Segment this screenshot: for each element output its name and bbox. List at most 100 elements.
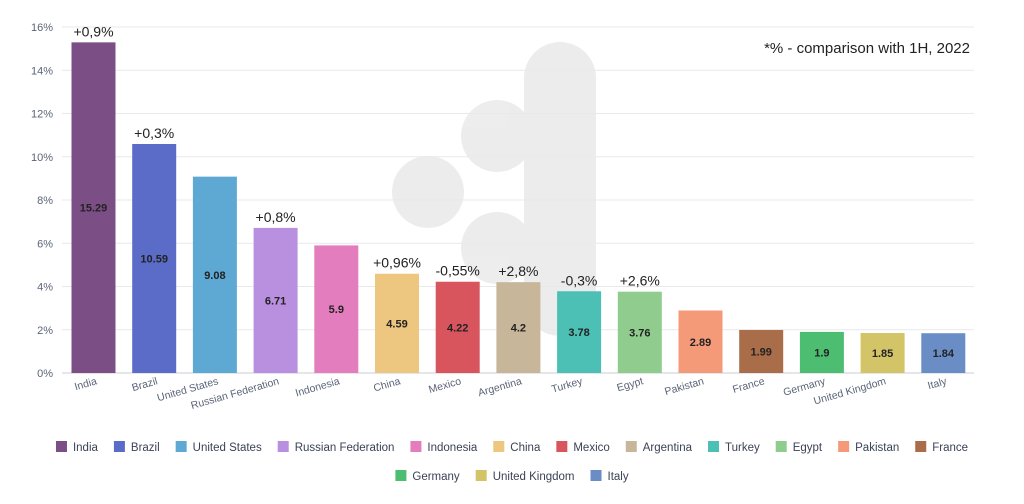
bar xyxy=(617,291,662,373)
bar-value-label: 1.84 xyxy=(933,348,955,360)
legend-item[interactable]: Russian Federation xyxy=(277,441,395,454)
bar-value-label: 1.9 xyxy=(814,347,829,359)
legend-item[interactable]: India xyxy=(55,441,99,454)
legend-swatch xyxy=(55,441,67,452)
legend-swatch xyxy=(475,470,487,481)
bar xyxy=(132,143,177,373)
legend-swatch xyxy=(395,470,407,481)
legend-item[interactable]: Brazil xyxy=(113,441,160,454)
legend-label: Pakistan xyxy=(855,442,899,454)
x-tick-label: Brazil xyxy=(130,375,159,394)
legend-label: India xyxy=(73,442,99,454)
bar-value-label: 10.59 xyxy=(140,253,168,265)
bar xyxy=(71,42,116,373)
x-tick-label: Italy xyxy=(926,375,949,392)
change-label: +0,3% xyxy=(134,125,174,141)
y-tick-label: 8% xyxy=(37,195,53,207)
bar-value-label: 2.89 xyxy=(690,337,711,349)
legend-label: Italy xyxy=(608,471,629,483)
x-tick-label: Egypt xyxy=(616,375,645,394)
change-label: -0,55% xyxy=(436,263,480,279)
legend-swatch xyxy=(838,441,850,452)
legend-label: China xyxy=(510,442,541,454)
legend-swatch xyxy=(410,441,422,452)
legend-swatch xyxy=(708,441,720,452)
legend-item[interactable]: United States xyxy=(175,441,262,454)
bar xyxy=(557,291,602,373)
bar xyxy=(799,331,844,373)
legend-swatch xyxy=(175,441,187,452)
x-tick-label: Turkey xyxy=(550,375,585,395)
bar-value-label: 5.9 xyxy=(329,304,344,316)
y-tick-label: 4% xyxy=(37,282,53,294)
bar xyxy=(314,245,359,373)
legend-swatch xyxy=(775,441,787,452)
change-label: +0,96% xyxy=(373,255,421,271)
legend-item[interactable]: United Kingdom xyxy=(475,470,575,483)
legend-item[interactable]: France xyxy=(915,441,968,454)
legend-item[interactable]: Italy xyxy=(590,470,629,483)
legend-item[interactable]: Germany xyxy=(395,470,460,483)
bar-value-label: 6.71 xyxy=(265,295,286,307)
legend-item[interactable]: Indonesia xyxy=(410,441,478,454)
legend-label: United States xyxy=(193,442,262,454)
bar-value-label: 15.29 xyxy=(80,203,108,215)
legend-label: Russian Federation xyxy=(295,442,395,454)
x-tick-label: India xyxy=(73,375,98,393)
legend-swatch xyxy=(113,441,125,452)
legend-label: Turkey xyxy=(725,442,760,454)
y-tick-label: 14% xyxy=(31,65,53,77)
x-tick-label: France xyxy=(731,375,766,396)
y-tick-label: 16% xyxy=(31,22,53,34)
change-label: +2,6% xyxy=(620,273,660,289)
legend-swatch xyxy=(590,470,602,481)
legend-item[interactable]: China xyxy=(493,441,541,454)
bar xyxy=(739,329,784,373)
x-tick-label: Pakistan xyxy=(663,375,705,398)
y-tick-label: 6% xyxy=(37,238,53,250)
legend-label: Brazil xyxy=(131,442,160,454)
legend-swatch xyxy=(556,441,568,452)
y-tick-label: 10% xyxy=(31,152,53,164)
legend-item[interactable]: Egypt xyxy=(775,441,823,454)
x-tick-label: Indonesia xyxy=(294,375,341,399)
legend-item[interactable]: Mexico xyxy=(556,441,610,454)
legend-label: Indonesia xyxy=(427,442,477,454)
bar xyxy=(253,227,298,373)
change-label: +2,8% xyxy=(498,263,538,279)
legend-label: Egypt xyxy=(793,442,823,454)
bar xyxy=(192,176,237,373)
x-tick-label: Argentina xyxy=(477,375,524,399)
change-label: -0,3% xyxy=(561,272,598,288)
legend-swatch xyxy=(915,441,927,452)
legend-item[interactable]: Turkey xyxy=(708,441,760,454)
bar xyxy=(435,281,480,373)
bar-value-label: 3.76 xyxy=(629,327,650,339)
bar-value-label: 1.85 xyxy=(872,348,893,360)
y-tick-label: 0% xyxy=(37,368,53,380)
legend-item[interactable]: Pakistan xyxy=(838,441,899,454)
legend-label: United Kingdom xyxy=(493,471,575,483)
legend-swatch xyxy=(277,441,289,452)
legend-label: Germany xyxy=(412,471,460,483)
legend-label: Mexico xyxy=(573,442,609,454)
change-label: +0,8% xyxy=(256,209,296,225)
y-tick-label: 2% xyxy=(37,325,53,337)
x-tick-label: Mexico xyxy=(427,375,462,396)
bar-value-label: 3.78 xyxy=(568,327,589,339)
bar-value-label: 4.22 xyxy=(447,322,468,334)
comparison-note: *% - comparison with 1H, 2022 xyxy=(764,40,970,57)
bar-value-label: 1.99 xyxy=(750,346,771,358)
change-label: +0,9% xyxy=(73,23,113,39)
bar xyxy=(860,332,905,373)
y-tick-label: 12% xyxy=(31,109,53,121)
bar-value-label: 4.59 xyxy=(386,318,407,330)
bar-value-label: 9.08 xyxy=(204,270,225,282)
legend-item[interactable]: Argentina xyxy=(625,441,693,454)
legend-swatch xyxy=(625,441,637,452)
bar xyxy=(375,273,419,373)
legend-label: Argentina xyxy=(643,442,693,454)
legend-swatch xyxy=(493,441,505,452)
x-tick-label: China xyxy=(372,375,402,394)
